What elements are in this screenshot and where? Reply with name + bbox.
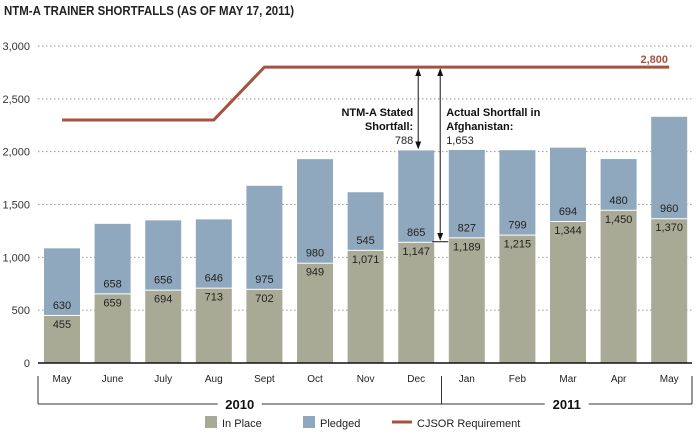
pledged-label: 646 bbox=[205, 273, 223, 285]
pledged-label: 658 bbox=[103, 278, 121, 290]
bar-pledged bbox=[550, 147, 586, 221]
x-tick-label: Mar bbox=[559, 374, 577, 385]
x-tick-label: July bbox=[154, 374, 172, 385]
bar-pledged bbox=[347, 192, 384, 250]
in-place-label: 1,370 bbox=[655, 222, 683, 234]
in-place-label: 949 bbox=[306, 267, 324, 279]
bar-pledged bbox=[94, 223, 131, 294]
bar-pledged bbox=[44, 248, 80, 315]
bar-pledged bbox=[499, 150, 536, 235]
pledged-label: 827 bbox=[458, 222, 476, 234]
legend-swatch-in-place bbox=[205, 416, 217, 428]
bar-pledged bbox=[651, 116, 688, 219]
in-place-label: 1,189 bbox=[453, 241, 481, 253]
annotation-text: Afghanistan: bbox=[446, 121, 513, 133]
bar-pledged bbox=[600, 159, 637, 210]
in-place-label: 702 bbox=[255, 293, 273, 305]
y-tick-label: 500 bbox=[12, 305, 30, 317]
bar-in-place bbox=[600, 210, 637, 363]
bar-pledged bbox=[145, 220, 182, 290]
bar-in-place bbox=[246, 289, 283, 363]
annotation-text: Actual Shortfall in bbox=[446, 107, 540, 119]
bar-in-place bbox=[347, 250, 384, 363]
legend-swatch-pledged bbox=[303, 416, 315, 428]
annotation-value: 788 bbox=[395, 135, 413, 147]
x-tick-label: Oct bbox=[307, 374, 323, 385]
pledged-label: 865 bbox=[407, 227, 425, 239]
x-tick-label: Apr bbox=[611, 374, 627, 385]
line-end-label: 2,800 bbox=[640, 54, 668, 66]
in-place-label: 713 bbox=[205, 292, 223, 304]
x-tick-label: Sept bbox=[254, 374, 275, 385]
bar-in-place bbox=[195, 288, 232, 363]
bar-in-place bbox=[398, 242, 435, 363]
year-label: 2010 bbox=[225, 397, 254, 412]
y-tick-label: 2,000 bbox=[2, 147, 30, 159]
in-place-label: 659 bbox=[103, 297, 121, 309]
pledged-label: 656 bbox=[154, 275, 172, 287]
y-tick-label: 1,500 bbox=[2, 200, 30, 212]
in-place-label: 455 bbox=[53, 319, 71, 331]
pledged-label: 960 bbox=[660, 203, 678, 215]
bar-pledged bbox=[398, 150, 435, 242]
pledged-label: 980 bbox=[306, 248, 324, 260]
in-place-label: 1,344 bbox=[554, 225, 582, 237]
x-tick-label: Dec bbox=[407, 374, 425, 385]
x-tick-label: June bbox=[102, 374, 124, 385]
year-label: 2011 bbox=[553, 397, 581, 412]
bar-pledged bbox=[448, 149, 485, 238]
in-place-label: 1,147 bbox=[402, 246, 430, 258]
pledged-label: 630 bbox=[53, 300, 71, 312]
bar-in-place bbox=[44, 315, 80, 363]
y-tick-label: 2,500 bbox=[2, 94, 30, 106]
bar-in-place bbox=[499, 235, 536, 363]
legend-label: CJSOR Requirement bbox=[417, 418, 520, 430]
in-place-label: 1,450 bbox=[605, 214, 633, 226]
bar-in-place bbox=[145, 290, 182, 363]
y-tick-label: 3,000 bbox=[2, 41, 30, 53]
bar-in-place bbox=[550, 221, 586, 363]
x-tick-label: May bbox=[660, 374, 679, 385]
bar-in-place bbox=[297, 263, 333, 363]
y-tick-label: 0 bbox=[24, 358, 30, 370]
x-tick-label: Feb bbox=[509, 374, 527, 385]
legend-label: Pledged bbox=[320, 418, 360, 430]
chart-title: NTM-A TRAINER SHORTFALLS (AS OF MAY 17, … bbox=[4, 3, 295, 18]
bar-in-place bbox=[651, 219, 688, 363]
pledged-label: 975 bbox=[255, 274, 273, 286]
bar-in-place bbox=[448, 238, 485, 363]
x-tick-label: May bbox=[53, 374, 72, 385]
annotation-value: 1,653 bbox=[446, 135, 474, 147]
bar-pledged bbox=[297, 159, 333, 263]
legend-label: In Place bbox=[222, 418, 262, 430]
in-place-label: 1,215 bbox=[504, 239, 532, 251]
x-tick-label: Jan bbox=[459, 374, 475, 385]
pledged-label: 545 bbox=[356, 235, 374, 247]
bar-in-place bbox=[94, 294, 131, 363]
pledged-label: 694 bbox=[559, 206, 577, 218]
annotation-text: Shortfall: bbox=[365, 121, 413, 133]
x-tick-label: Nov bbox=[357, 374, 375, 385]
cjsor-line bbox=[62, 65, 670, 122]
in-place-label: 694 bbox=[154, 294, 172, 306]
annotation-text: NTM-A Stated bbox=[341, 107, 413, 119]
pledged-label: 480 bbox=[609, 195, 627, 207]
x-tick-label: Aug bbox=[205, 374, 223, 385]
pledged-label: 799 bbox=[508, 220, 526, 232]
bar-pledged bbox=[195, 219, 232, 288]
in-place-label: 1,071 bbox=[352, 254, 380, 266]
bar-pledged bbox=[246, 185, 283, 289]
y-tick-label: 1,000 bbox=[2, 252, 30, 264]
